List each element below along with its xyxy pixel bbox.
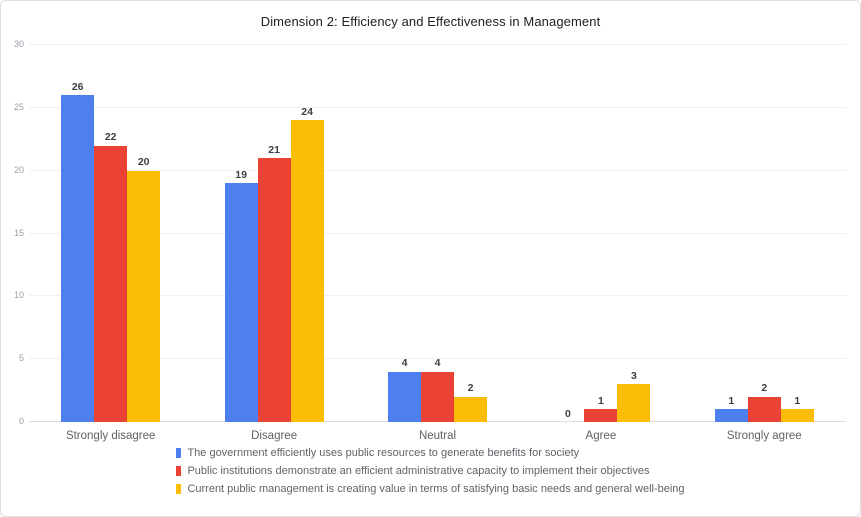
- bar-rect: [747, 396, 781, 422]
- bar-rect: [714, 409, 748, 422]
- value-label: 24: [301, 105, 313, 118]
- y-axis-tick-label-30: 30: [13, 39, 24, 49]
- gridline-5: [29, 358, 846, 360]
- bar-rect: [780, 409, 814, 422]
- value-label: 0: [564, 407, 571, 420]
- bar-strongly-agree-series-1: 1: [714, 45, 748, 422]
- bar-rect: [257, 158, 291, 422]
- bar-strongly-disagree-series-3: 20: [127, 45, 161, 422]
- bar-rect: [94, 145, 128, 422]
- value-label: 4: [401, 357, 408, 370]
- x-axis-label-strongly-agree: Strongly agree: [726, 430, 802, 442]
- gridline-20: [29, 169, 846, 171]
- x-axis-label-strongly-disagree: Strongly disagree: [65, 430, 156, 442]
- value-label: 2: [467, 382, 474, 395]
- bar-rect: [420, 371, 454, 422]
- value-label: 1: [728, 394, 735, 407]
- gridline-10: [29, 295, 846, 297]
- legend-items: The government efficiently uses public r…: [176, 444, 685, 498]
- plot-area: 0 5 10 15 20 25 30 26 22 20 Strongly disagree 19 21 2…: [14, 39, 846, 442]
- legend: The government efficiently uses public r…: [1, 444, 860, 499]
- bar-strongly-disagree-series-2: 22: [94, 45, 128, 422]
- bar-rect: [290, 120, 324, 422]
- value-label: 20: [137, 156, 150, 169]
- bar-neutral-series-1: 4: [387, 45, 421, 422]
- legend-swatch-icon: [176, 484, 182, 494]
- value-label: 3: [630, 369, 637, 382]
- bar-disagree-series-3: 24: [290, 45, 324, 422]
- value-label: 22: [104, 131, 117, 144]
- value-label: 4: [434, 357, 441, 370]
- bar-neutral-series-3: 2: [453, 45, 487, 422]
- legend-label: The government efficiently uses public r…: [187, 447, 580, 459]
- legend-swatch-icon: [176, 448, 182, 458]
- bar-rect: [584, 409, 618, 422]
- bar-group-agree: 0 1 3 Agree: [519, 45, 682, 442]
- bar-rect: [453, 396, 487, 422]
- legend-item-1: The government efficiently uses public r…: [176, 444, 684, 462]
- bar-rect: [387, 371, 421, 422]
- bar-group-disagree: 19 21 24 Disagree: [192, 45, 355, 442]
- y-axis-tick-label-5: 5: [18, 353, 24, 364]
- bar-strongly-agree-series-2: 2: [747, 45, 781, 422]
- chart-title: Dimension 2: Efficiency and Effectivenes…: [260, 14, 601, 29]
- gridline-30: [29, 44, 846, 45]
- value-label: 1: [794, 394, 801, 407]
- bar-strongly-agree-series-3: 1: [780, 45, 814, 422]
- y-axis-tick-label-25: 25: [13, 101, 24, 112]
- x-axis-label-disagree: Disagree: [251, 430, 298, 442]
- y-axis-tick-label-20: 20: [13, 164, 24, 175]
- gridline-25: [29, 106, 846, 108]
- bar-disagree-series-2: 21: [257, 45, 291, 422]
- value-label: 26: [71, 80, 84, 93]
- legend-label: Public institutions demonstrate an effic…: [187, 465, 650, 477]
- bar-agree-series-2: 1: [584, 45, 618, 422]
- bar-rect: [617, 384, 651, 422]
- legend-label: Current public management is creating va…: [187, 483, 685, 495]
- legend-item-3: Current public management is creating va…: [176, 480, 685, 498]
- bar-rect: [224, 183, 258, 422]
- bar-agree-series-3: 3: [617, 45, 651, 422]
- bar-group-neutral: 4 4 2 Neutral: [356, 45, 519, 442]
- bar-neutral-series-2: 4: [420, 45, 454, 422]
- legend-item-2: Public institutions demonstrate an effic…: [176, 462, 684, 480]
- bar-disagree-series-1: 19: [224, 45, 258, 422]
- legend-swatch-icon: [176, 466, 182, 476]
- y-axis-tick-label-15: 15: [13, 227, 24, 238]
- gridline-15: [29, 232, 846, 234]
- value-label: 19: [235, 168, 247, 181]
- x-axis-label-neutral: Neutral: [418, 430, 457, 442]
- bar-group-strongly-agree: 1 2 1 Strongly agree: [683, 45, 846, 442]
- x-axis-label-agree: Agree: [585, 430, 617, 442]
- bar-rect: [61, 95, 95, 422]
- bar-group-strongly-disagree: 26 22 20 Strongly disagree: [29, 45, 192, 442]
- bar-strongly-disagree-series-1: 26: [61, 45, 95, 422]
- y-axis-tick-label-10: 10: [13, 290, 24, 301]
- bar-agree-series-1: 0: [551, 45, 584, 422]
- bar-rect: [127, 170, 161, 422]
- y-axis-tick-label-0: 0: [18, 416, 24, 426]
- value-label: 2: [761, 382, 768, 395]
- value-label: 1: [597, 394, 604, 407]
- value-label: 21: [268, 143, 280, 156]
